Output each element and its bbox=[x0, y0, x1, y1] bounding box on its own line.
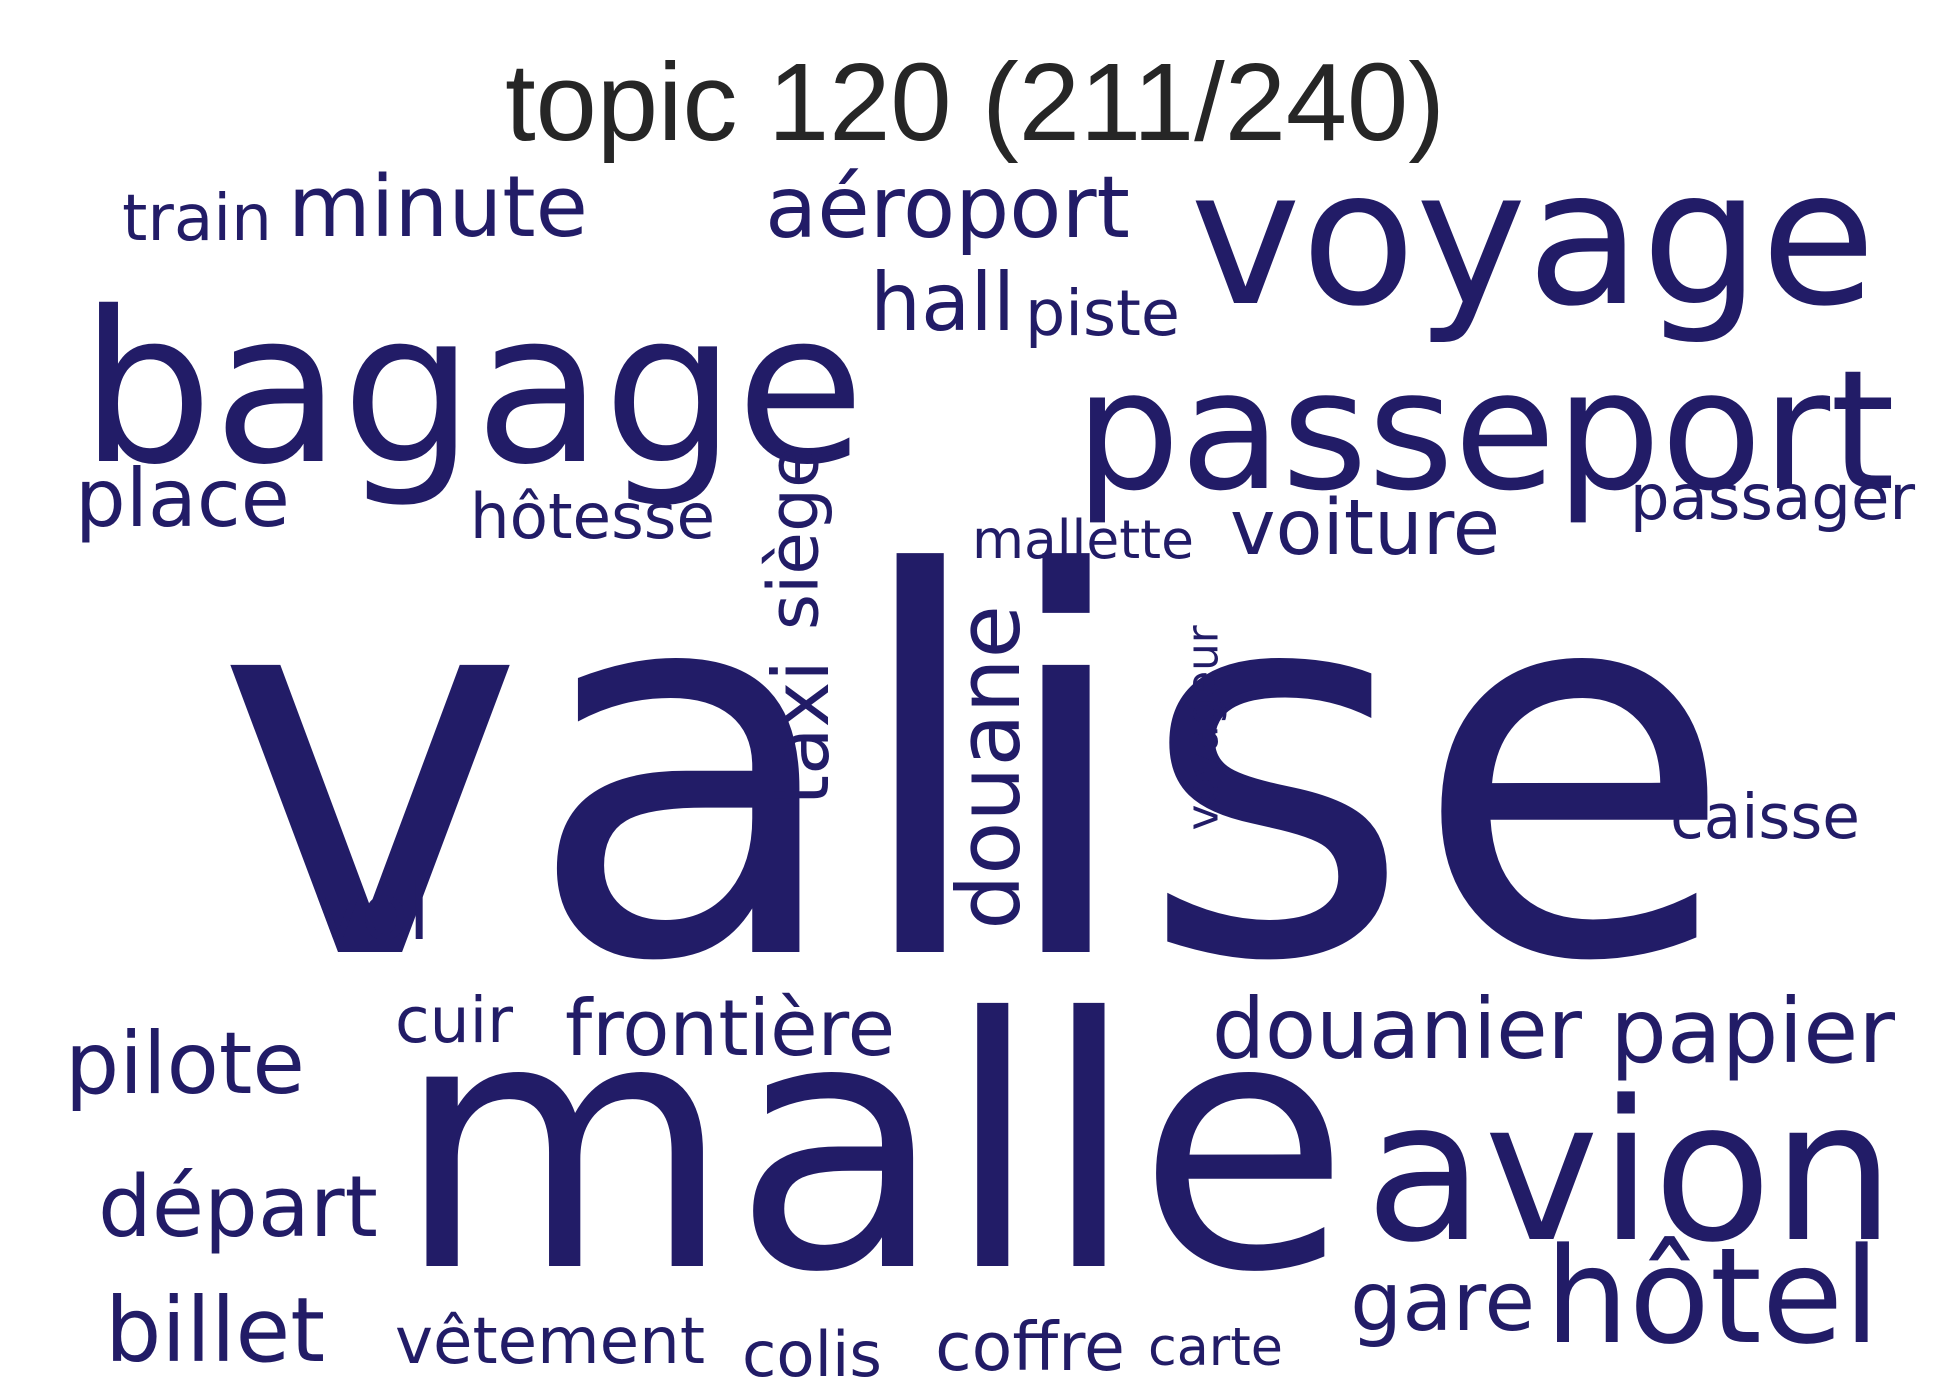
cloud-word: valise bbox=[214, 464, 1736, 1076]
cloud-word: passager bbox=[1629, 460, 1916, 534]
cloud-word: carte bbox=[1148, 1316, 1283, 1378]
cloud-word: hôtesse bbox=[469, 480, 716, 554]
cloud-word: gare bbox=[1350, 1254, 1535, 1350]
cloud-word: billet bbox=[105, 1278, 326, 1382]
figure-title: topic 120 (211/240) bbox=[505, 41, 1445, 164]
cloud-word: cuir bbox=[395, 983, 513, 1057]
cloud-word: voyage bbox=[1190, 130, 1876, 349]
cloud-word: départ bbox=[98, 1156, 378, 1256]
cloud-word: papier bbox=[1610, 980, 1895, 1085]
cloud-word: aéroport bbox=[765, 159, 1130, 259]
cloud-word: caisse bbox=[1670, 782, 1860, 854]
cloud-word: place bbox=[75, 452, 290, 545]
cloud-word: taxi bbox=[757, 659, 848, 806]
cloud-word: malle bbox=[395, 945, 1351, 1349]
cloud-word: piste bbox=[1025, 276, 1180, 351]
cloud-word: hall bbox=[870, 254, 1016, 349]
cloud-word: voyageur bbox=[1178, 624, 1229, 830]
cloud-word: douane bbox=[938, 605, 1040, 930]
cloud-word: frontière bbox=[565, 984, 896, 1075]
cloud-word: voiture bbox=[1230, 483, 1501, 573]
cloud-word: passeport bbox=[1075, 335, 1895, 529]
cloud-word: bagage bbox=[80, 267, 865, 512]
cloud-word: colis bbox=[742, 1318, 882, 1392]
cloud-word: mallette bbox=[972, 507, 1194, 571]
cloud-word: vol bbox=[315, 868, 430, 959]
cloud-word: vêtement bbox=[395, 1304, 705, 1380]
cloud-word: siège bbox=[754, 445, 835, 630]
cloud-word: avion bbox=[1365, 1059, 1896, 1286]
cloud-word: coffre bbox=[935, 1308, 1125, 1387]
cloud-word: douanier bbox=[1212, 980, 1583, 1079]
cloud-word: hôtel bbox=[1545, 1220, 1881, 1375]
cloud-word: train bbox=[122, 180, 272, 256]
cloud-word: pilote bbox=[65, 1015, 305, 1115]
cloud-word: minute bbox=[287, 157, 589, 257]
